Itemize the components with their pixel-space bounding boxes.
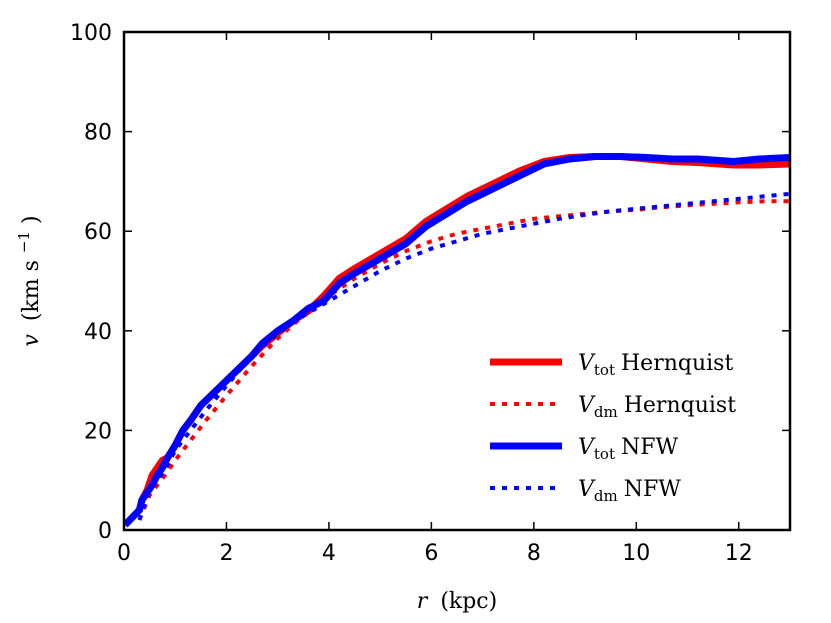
y-axis-label-var: v — [19, 334, 44, 347]
x-axis-label: r (kpc) — [417, 589, 497, 614]
series-line-2 — [137, 199, 790, 521]
x-tick-label: 0 — [117, 541, 131, 566]
legend-var: V — [578, 351, 596, 376]
plot-frame — [122, 30, 792, 532]
legend-label-1: Vtot Hernquist — [578, 351, 733, 379]
y-tick-label: 40 — [84, 320, 112, 345]
legend-text: Hernquist — [624, 393, 736, 418]
y-axis-label-exp: −1 — [15, 231, 33, 253]
x-tick-label: 12 — [725, 541, 753, 566]
series-line-4 — [137, 191, 790, 521]
tick-layer: 0 2 4 6 8 10 12 0 20 40 60 80 100 — [70, 21, 790, 566]
legend-sub: tot — [594, 361, 615, 379]
x-tick-label: 4 — [322, 541, 336, 566]
legend-sub: dm — [594, 487, 618, 505]
legend-text: NFW — [624, 477, 682, 502]
y-tick-label: 0 — [98, 519, 112, 544]
legend-label-3: Vtot NFW — [578, 435, 678, 463]
series-layer — [124, 153, 790, 528]
x-tick-label: 2 — [219, 541, 233, 566]
y-tick-label: 80 — [84, 121, 112, 146]
legend-var: V — [578, 393, 596, 418]
x-axis-label-unit: (kpc) — [440, 589, 497, 614]
x-tick-label: 8 — [527, 541, 541, 566]
x-axis-label-var: r — [417, 589, 429, 614]
y-axis-label-unit: (km s — [19, 260, 44, 321]
series-line-1 — [124, 153, 790, 528]
x-tick-label: 10 — [622, 541, 650, 566]
legend-text: Hernquist — [621, 351, 733, 376]
legend-var: V — [578, 435, 596, 460]
series-line-3 — [124, 153, 790, 528]
y-tick-label: 20 — [84, 419, 112, 444]
y-axis-label-close: ) — [19, 215, 44, 224]
legend-label-2: Vdm Hernquist — [578, 393, 736, 421]
y-tick-label: 100 — [70, 21, 112, 46]
x-tick-label: 6 — [424, 541, 438, 566]
legend-text: NFW — [621, 435, 679, 460]
legend-var: V — [578, 477, 596, 502]
legend-label-4: Vdm NFW — [578, 477, 681, 505]
y-tick-label: 60 — [84, 220, 112, 245]
legend-sub: tot — [594, 445, 615, 463]
y-axis-label: v (km s −1 ) — [10, 215, 44, 346]
legend-sub: dm — [594, 403, 618, 421]
